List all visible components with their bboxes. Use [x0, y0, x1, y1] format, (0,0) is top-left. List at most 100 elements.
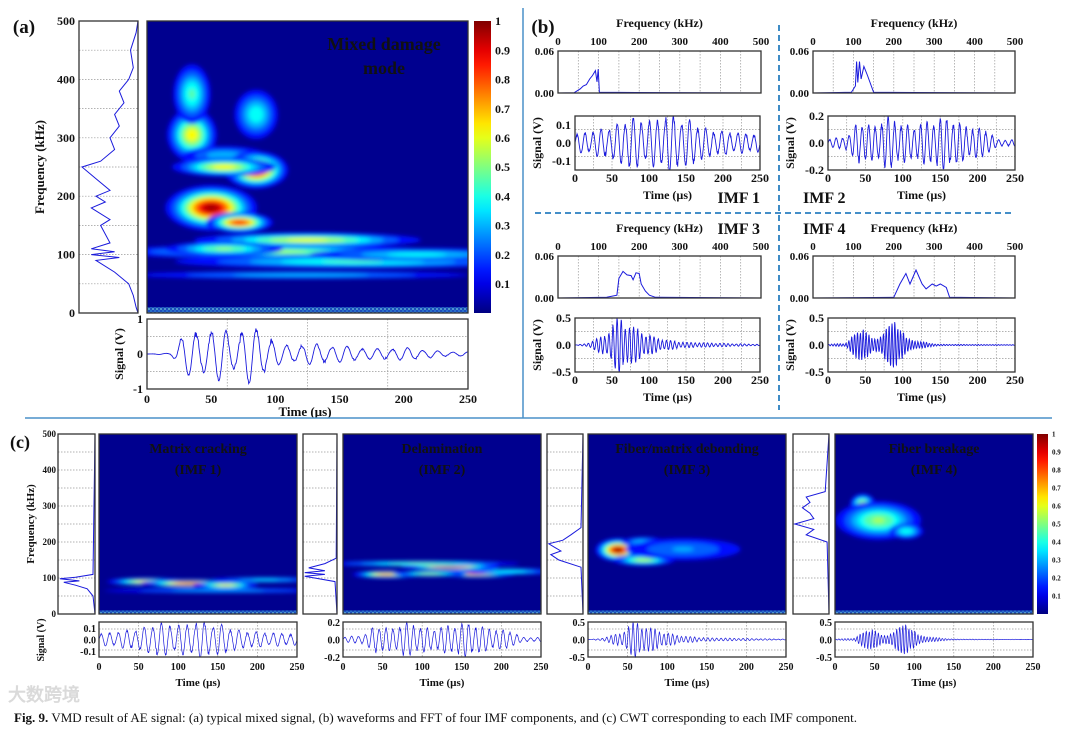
a-frequency-tick-label: 100 — [57, 248, 75, 262]
a-signal-waveform — [147, 328, 468, 386]
c-imf4-signal-tick-label: 0.5 — [820, 618, 833, 629]
c-imf3-signal-axes — [587, 621, 787, 658]
a-frequency-tick-label: 500 — [57, 14, 75, 28]
c-imf1-time-tick-label: 50 — [134, 662, 144, 673]
b-imf4-signal-tick-label: 0.0 — [809, 338, 824, 352]
b-imf4-fft-amplitude-tick-label: 0.00 — [790, 293, 810, 305]
c-frequency-tick-label: 500 — [43, 429, 57, 439]
b-imf1-fft-frequency-tick-label: 0 — [555, 36, 561, 48]
c-imf3-time-axis-label: Time (µs) — [665, 677, 710, 689]
a-time-tick-label: 200 — [395, 392, 413, 406]
colorbar-tick-label: 0.2 — [495, 248, 510, 262]
c-imf2-signal-tick-label: 0.0 — [328, 636, 341, 647]
heat-contour — [232, 273, 370, 277]
heat-blob — [343, 560, 520, 567]
b-imf3-time-axis-label: Time (µs) — [643, 390, 692, 404]
c-imf4-cwt-heatmap-noise-band — [835, 610, 1033, 614]
b-imf1-fft-frequency-tick-label: 500 — [753, 36, 770, 48]
b-imf3-time-tick-label: 200 — [714, 373, 732, 387]
b-imf3-fft-frequency-tick-label: 100 — [590, 241, 607, 253]
c-imf4-time-tick-label: 200 — [986, 662, 1001, 673]
b-imf3-signal-tick-label: 0.5 — [556, 311, 571, 325]
b-imf4-fft-axes — [812, 255, 1016, 299]
colorbar-tick-label: 0.3 — [1052, 556, 1061, 564]
c-imf3-heatmap-axes — [587, 433, 787, 615]
b-imf2-fft-axes — [812, 50, 1016, 94]
heat-blob — [166, 108, 217, 162]
heat-blob — [309, 248, 468, 262]
c-imf1-signal-tick-label: -0.1 — [80, 647, 96, 658]
heat-contour — [215, 247, 233, 250]
a-signal-axes — [146, 318, 469, 390]
c-imf3-time-tick-label: 50 — [623, 662, 633, 673]
b-imf2-fft-axis-label: Frequency (kHz) — [871, 16, 958, 30]
heat-blob — [463, 568, 541, 575]
c-imf3-time-tick-label: 100 — [660, 662, 675, 673]
b-imf3-signal-tick-label: -0.5 — [552, 365, 571, 379]
b-imf1-fft-axis-label: Frequency (kHz) — [616, 16, 703, 30]
c-frequency-tick-label: 200 — [43, 537, 57, 547]
b-imf1-fft-amplitude-tick-label: 0.00 — [535, 88, 555, 100]
c-imf1-signal-waveform — [98, 621, 298, 658]
b-imf2-time-tick-label: 0 — [825, 171, 831, 185]
a-time-tick-label: 0 — [144, 392, 150, 406]
b-imf1-signal-waveform — [574, 115, 761, 171]
watermark-logo: 大数跨境 — [8, 685, 80, 706]
c-imf3-cwt-heatmap-noise-band — [588, 610, 786, 614]
b-imf4-time-tick-label: 200 — [969, 373, 987, 387]
heat-blob — [165, 241, 284, 256]
b-imf4-fft-frequency-tick-label: 200 — [886, 241, 903, 253]
heat-contour — [899, 528, 913, 535]
b-imf2-fft-frequency-tick-label: 100 — [845, 36, 862, 48]
heat-contour — [222, 584, 229, 586]
heat-contour — [251, 579, 279, 581]
a-time-tick-label: 150 — [331, 392, 349, 406]
b-imf1-signal-axis-label: Signal (V) — [530, 117, 544, 169]
b-imf2-signal-waveform — [827, 115, 1016, 170]
b-imf4-signal-tick-label: 0.5 — [809, 311, 824, 325]
b-imf2-fft-frequency-tick-label: 200 — [886, 36, 903, 48]
c-imf1-time-tick-label: 100 — [171, 662, 186, 673]
b-imf3-time-tick-label: 150 — [677, 373, 695, 387]
c-imf2-cwt-heatmap-background — [343, 434, 541, 614]
panel-label-a: (a) — [13, 17, 35, 38]
b-imf3-signal-waveform — [575, 318, 760, 373]
heat-blob — [173, 64, 211, 124]
b-imf1-time-tick-label: 0 — [572, 171, 578, 185]
b-imf2-time-tick-label: 250 — [1006, 171, 1024, 185]
heat-contour — [208, 206, 215, 210]
c-imf1-time-tick-label: 250 — [290, 662, 305, 673]
b-imf3-fft-axes — [557, 255, 762, 299]
c-imf2-signal-waveform — [342, 620, 541, 657]
b-imf4-time-axis-label: Time (µs) — [897, 390, 946, 404]
b-imf4-signal-waveform — [827, 322, 1015, 368]
heat-blob — [625, 538, 741, 561]
c-imf2-title-line-2: (IMF 2) — [419, 463, 466, 478]
colorbar-tick-label: 0.6 — [495, 131, 510, 145]
c-imf3-fft-axes — [546, 433, 584, 615]
a-frequency-axis-label: Frequency (kHz) — [32, 120, 47, 214]
c-imf4-fft-axes — [792, 433, 830, 615]
c-imf4-title-line-2: (IMF 4) — [911, 463, 958, 478]
heat-contour — [286, 238, 329, 242]
c-imf3-cwt-heatmap-background — [588, 434, 786, 614]
heat-contour — [321, 260, 383, 263]
b-imf4-fft-axis-label: Frequency (kHz) — [871, 221, 958, 235]
b-imf3-fft-frequency-tick-label: 500 — [753, 241, 770, 253]
c-imf1-time-tick-label: 200 — [250, 662, 265, 673]
b-imf3-time-tick-label: 50 — [606, 373, 618, 387]
colorbar-tick-label: 0.4 — [495, 189, 510, 203]
b-imf1-fft-line — [557, 69, 762, 94]
b-imf2-signal-tick-label: 0.0 — [809, 136, 824, 150]
b-imf4-time-tick-label: 100 — [894, 373, 912, 387]
c-imf2-heatmap-axes — [342, 433, 542, 615]
colorbar-tick-label: 0.6 — [1052, 502, 1061, 510]
b-imf1-signal-axes — [574, 115, 761, 171]
a-cwt-heatmap-noise-band — [147, 307, 468, 313]
heat-contour — [615, 548, 621, 552]
b-imf2-time-tick-label: 150 — [931, 171, 949, 185]
c-imf2-time-tick-label: 50 — [378, 662, 388, 673]
heat-blob — [210, 577, 297, 583]
c-frequency-tick-label: 100 — [43, 573, 57, 583]
b-imf4-fft-frequency-tick-label: 0 — [810, 241, 816, 253]
